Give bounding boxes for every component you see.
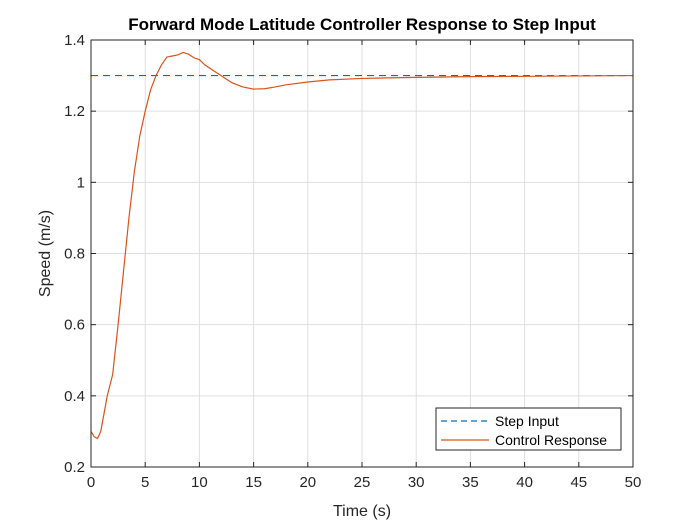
y-tick-label: 0.2 [64, 459, 85, 476]
x-tick-label: 45 [570, 474, 587, 491]
y-tick-label: 0.4 [64, 388, 85, 405]
x-tick-label: 25 [354, 474, 371, 491]
ticks: 0 5 10 15 20 25 30 35 40 45 50 0.2 0.4 0.6 0.8 1 1.2 1.4 [64, 32, 641, 491]
x-tick-label: 50 [625, 474, 642, 491]
chart-title: Forward Mode Latitude Controller Respons… [128, 15, 596, 34]
control-response-line [90, 51, 634, 440]
x-tick-label: 0 [87, 474, 95, 491]
legend: Step Input Control Response [435, 407, 622, 451]
y-tick-label: 1.2 [64, 103, 85, 120]
x-tick-label: 10 [191, 474, 208, 491]
legend-label-step-input: Step Input [495, 413, 559, 429]
x-tick-label: 35 [462, 474, 479, 491]
y-tick-label: 0.6 [64, 317, 85, 334]
y-tick-label: 0.8 [64, 246, 85, 263]
y-axis-label: Speed (m/s) [37, 210, 54, 297]
x-axis-label: Time (s) [333, 503, 391, 520]
legend-box [435, 407, 622, 451]
y-tick-label: 1.4 [64, 32, 85, 49]
x-tick-label: 30 [408, 474, 425, 491]
grid [91, 40, 633, 467]
x-tick-label: 20 [299, 474, 316, 491]
x-tick-label: 15 [245, 474, 262, 491]
y-tick-label: 1 [77, 174, 85, 191]
legend-label-control-response: Control Response [495, 432, 607, 448]
x-tick-label: 5 [141, 474, 149, 491]
x-tick-label: 40 [516, 474, 533, 491]
series-layer [90, 51, 634, 440]
